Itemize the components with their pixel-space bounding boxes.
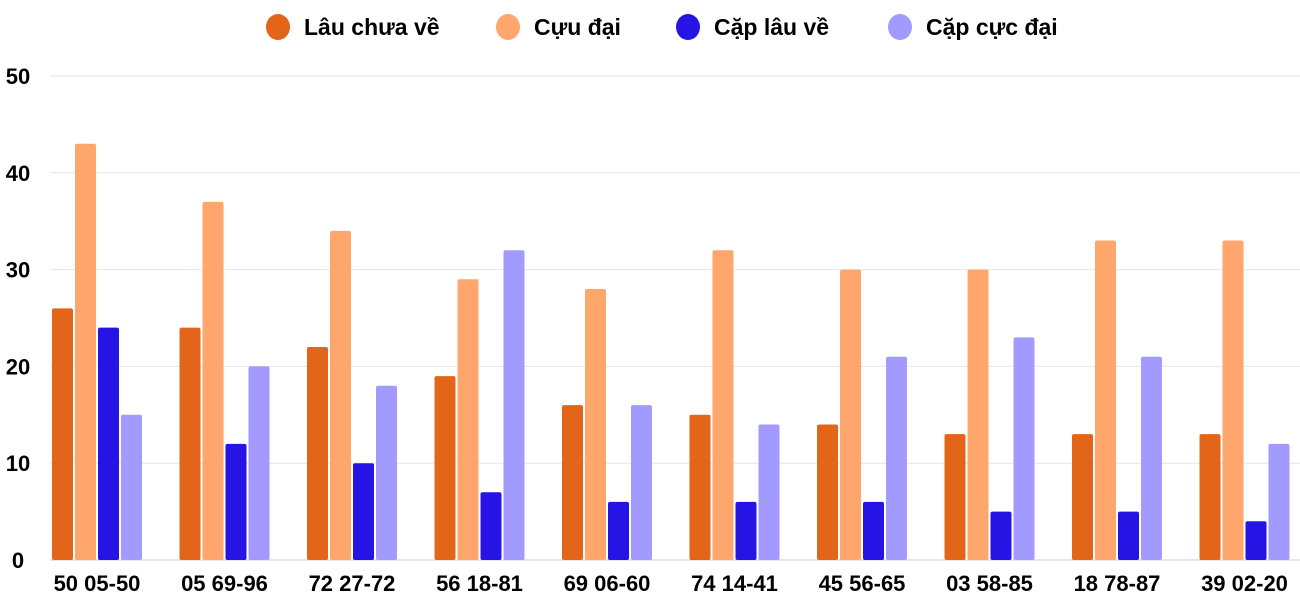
bar: [179, 327, 201, 560]
y-tick-label: 0: [12, 548, 24, 573]
bar: [735, 501, 757, 560]
legend-swatch: [266, 14, 290, 40]
y-tick-label: 10: [6, 451, 30, 476]
bar: [434, 376, 456, 560]
bar: [503, 250, 525, 561]
bar: [457, 279, 479, 560]
x-tick-label: 05 69-96: [181, 571, 268, 596]
bar: [886, 356, 907, 560]
y-tick-label: 40: [6, 161, 30, 186]
bar: [1013, 337, 1035, 560]
bar: [585, 288, 606, 560]
y-tick-label: 30: [6, 258, 30, 283]
x-tick-label: 50 05-50: [54, 571, 141, 596]
bar: [608, 501, 629, 560]
legend-swatch: [888, 14, 912, 40]
bar: [840, 269, 861, 560]
bar: [758, 424, 780, 560]
x-axis: 50 05-50 05 69-96 72 27-72 56 18-81 69 06-60…: [54, 571, 1288, 596]
bar: [967, 269, 989, 560]
bar: [121, 414, 142, 560]
bar: [689, 414, 711, 560]
x-tick-label: 69 06-60: [564, 571, 651, 596]
bar: [1222, 240, 1244, 560]
bar: [1095, 240, 1116, 560]
x-tick-label: 18 78-87: [1074, 571, 1161, 596]
x-tick-label: 03 58-85: [946, 571, 1033, 596]
bar: [1118, 511, 1139, 560]
legend-label: Lâu chưa về: [304, 14, 440, 40]
bar: [1072, 434, 1093, 560]
bar: [863, 501, 884, 560]
bar: [202, 201, 224, 560]
bar: [631, 405, 652, 560]
x-tick-label: 72 27-72: [309, 571, 396, 596]
y-tick-label: 20: [6, 354, 30, 379]
x-tick-label: 45 56-65: [819, 571, 906, 596]
bar: [944, 434, 966, 560]
bar: [1268, 443, 1290, 560]
x-tick-label: 56 18-81: [436, 571, 523, 596]
x-tick-label: 74 14-41: [691, 571, 778, 596]
legend: Lâu chưa về Cựu đại Cặp lâu về Cặp cực đại: [266, 14, 1058, 40]
bar: [1199, 434, 1221, 560]
bar: [353, 463, 374, 560]
legend-label: Cặp cực đại: [926, 14, 1058, 40]
legend-label: Cựu đại: [534, 14, 621, 40]
bar: [712, 250, 734, 561]
bar: [330, 230, 351, 560]
bar: [376, 385, 397, 560]
bar: [248, 366, 270, 560]
bar: [307, 347, 328, 560]
bar: [1245, 521, 1267, 560]
bar: [225, 443, 247, 560]
bar: [990, 511, 1012, 560]
bars: [52, 143, 1290, 561]
bar: [75, 143, 96, 560]
legend-label: Cặp lâu về: [714, 14, 829, 40]
bar: [1141, 356, 1162, 560]
legend-swatch: [496, 14, 520, 40]
y-tick-label: 50: [6, 64, 30, 89]
x-tick-label: 39 02-20: [1201, 571, 1288, 596]
bar: [817, 424, 838, 560]
legend-swatch: [676, 14, 700, 40]
bar: [562, 405, 583, 560]
bar: [52, 308, 73, 560]
bar: [480, 492, 502, 560]
bar: [98, 327, 119, 560]
y-axis: 0 10 20 30 40 50: [6, 64, 30, 573]
